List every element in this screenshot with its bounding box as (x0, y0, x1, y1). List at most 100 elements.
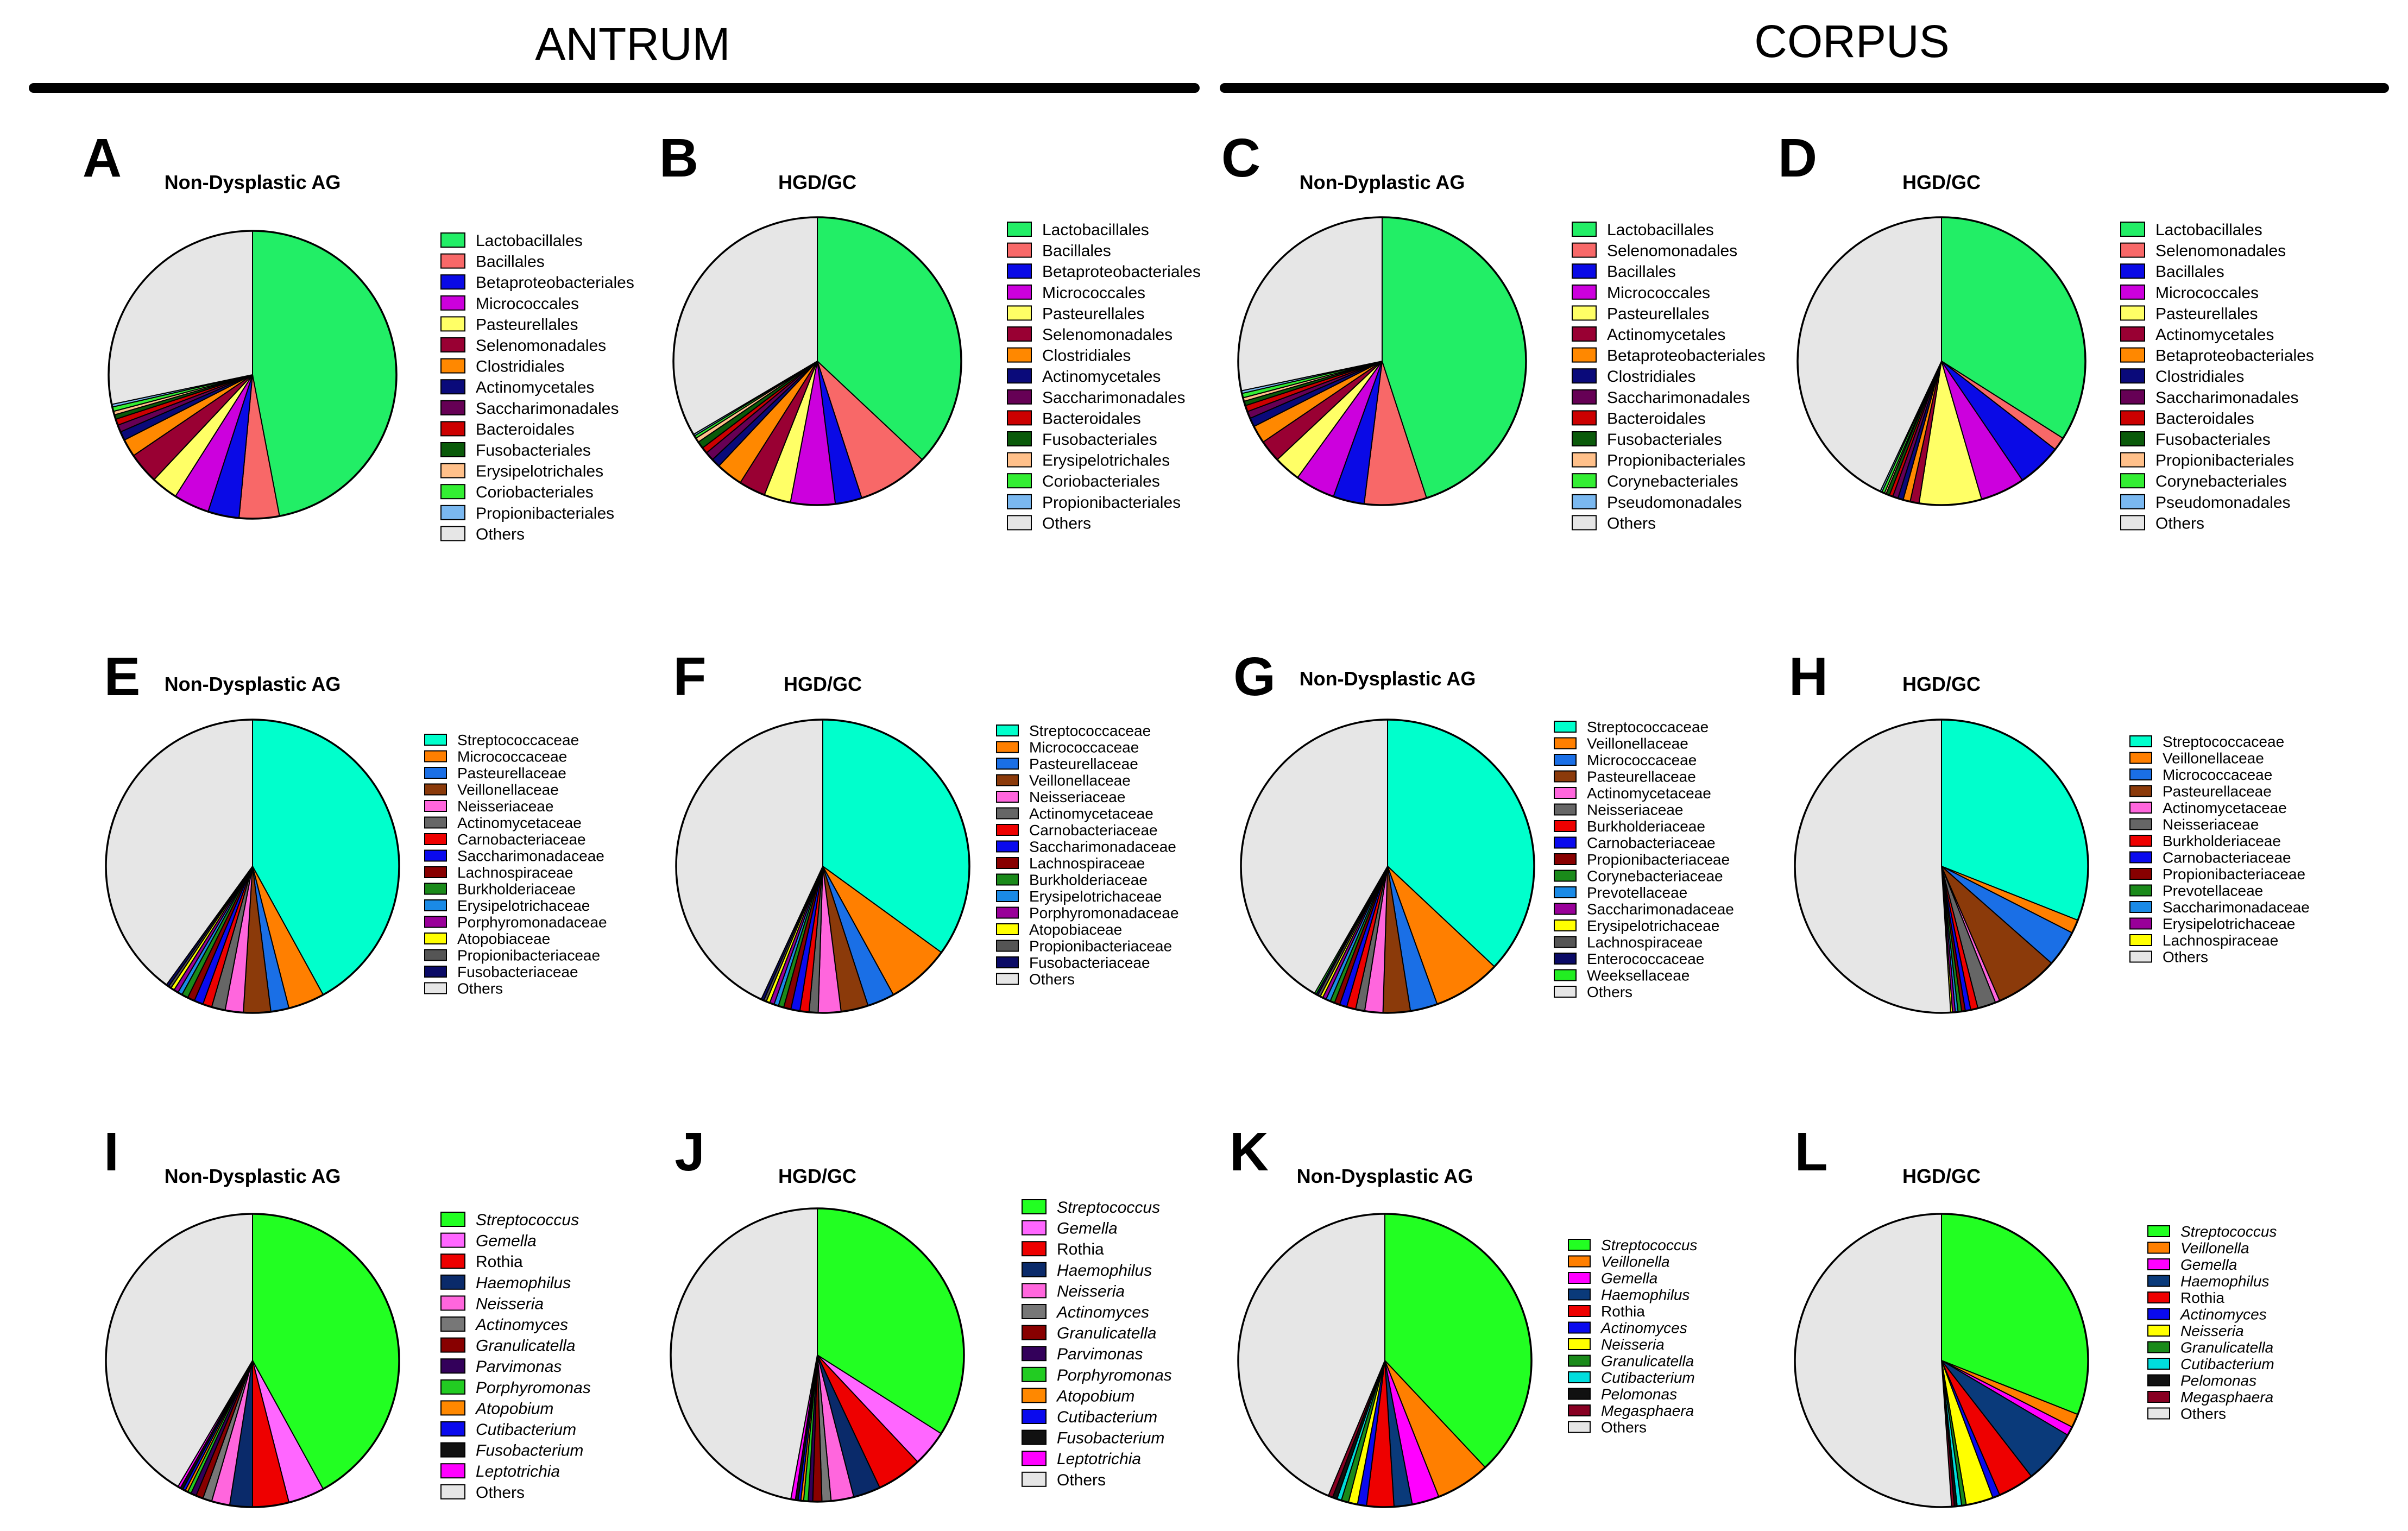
legend: Streptococcus Gemella Rothia Haemophilus Nei… (1022, 1199, 1172, 1489)
legend-swatch (440, 1232, 465, 1248)
legend-swatch (996, 824, 1019, 836)
legend-swatch (1007, 305, 1032, 321)
legend-label: Leptotrichia (1057, 1450, 1141, 1468)
legend-swatch (424, 750, 447, 763)
legend-swatch (2120, 263, 2145, 279)
legend-label: Selenomonadales (2155, 242, 2286, 260)
legend-label: Neisseria (2180, 1322, 2244, 1339)
legend-swatch (424, 833, 447, 845)
legend-label: Propionibacteriaceae (457, 947, 600, 964)
legend-swatch (2147, 1242, 2170, 1254)
legend-swatch (2129, 752, 2152, 764)
legend-label: Propionibacteriales (2155, 452, 2294, 470)
legend-label: Others (2155, 514, 2204, 532)
legend-label: Saccharimonadaceae (1029, 839, 1176, 855)
legend-swatch (424, 966, 447, 978)
legend-swatch (440, 1212, 465, 1227)
legend: StreptococcusVeillonellaGemellaHaemophil… (2147, 1223, 2277, 1422)
legend: StreptococcaceaeMicrococcaceaePasteurell… (424, 732, 607, 997)
legend-swatch (1568, 1321, 1591, 1334)
legend-swatch (1568, 1354, 1591, 1367)
panel-letter-k: K (1230, 1122, 1269, 1182)
legend-label: Micrococcales (1607, 284, 1710, 302)
legend-swatch (440, 1421, 465, 1437)
legend-swatch (2129, 835, 2152, 847)
legend-label: Erysipelotrichaceae (2163, 916, 2295, 933)
panel-title: HGD/GC (784, 673, 862, 695)
panel-letter-b: B (659, 128, 698, 188)
legend-swatch (440, 526, 465, 541)
panel-title: Non-Dysplastic AG (165, 1165, 341, 1187)
legend-swatch (1554, 870, 1577, 882)
legend-label: Lactobacillales (1607, 221, 1714, 239)
legend-swatch (996, 741, 1019, 753)
legend-swatch (424, 800, 447, 812)
legend-label: Micrococcales (476, 295, 579, 313)
pie-chart (1240, 719, 1535, 1014)
legend-label: Betaproteobacteriales (1607, 347, 1766, 365)
panel-title: Non-Dysplastic AG (165, 673, 341, 695)
legend-label: Fusobacterium (1057, 1429, 1164, 1447)
legend-label: Lactobacillales (476, 232, 583, 250)
legend-swatch (1007, 389, 1032, 405)
legend-label: Prevotellaceae (1587, 884, 1687, 901)
panel-title: Non-Dysplastic AG (1297, 1165, 1473, 1187)
legend-swatch (2129, 802, 2152, 814)
legend-label: Gemella (476, 1232, 537, 1250)
legend-swatch (996, 791, 1019, 803)
legend-label: Lachnospiraceae (1587, 934, 1703, 951)
legend-label: Clostridiales (1607, 368, 1695, 386)
legend-swatch (1007, 263, 1032, 279)
legend-swatch (2147, 1407, 2170, 1420)
legend-label: Neisseriaceae (457, 798, 553, 815)
legend-swatch (440, 1442, 465, 1458)
legend-swatch (1572, 473, 1597, 489)
legend-label: Neisseriaceae (2163, 816, 2259, 833)
legend-swatch (996, 923, 1019, 935)
legend-label: Streptococcus (1601, 1237, 1697, 1253)
legend-swatch (1022, 1220, 1047, 1236)
legend-swatch (996, 774, 1019, 786)
legend-swatch (1022, 1471, 1047, 1487)
legend-label: Actinomycetales (1042, 368, 1161, 386)
legend-label: Erysipelotrichaceae (457, 897, 590, 914)
legend-swatch (1572, 326, 1597, 342)
legend-label: Porphyromonas (1057, 1366, 1172, 1384)
legend-swatch (1572, 452, 1597, 468)
legend-label: Actinomyces (1600, 1320, 1687, 1337)
panel-letter-i: I (104, 1122, 119, 1182)
legend-swatch (424, 734, 447, 746)
legend-label: Rothia (1601, 1303, 1645, 1320)
legend-label: Bacillales (2155, 263, 2224, 281)
legend-label: Actinomycetaceae (1029, 805, 1153, 822)
legend-swatch (440, 316, 465, 332)
legend-label: Saccharimonadaceae (1587, 901, 1734, 918)
legend-label: Actinomycetales (476, 379, 594, 396)
panel-letter-j: J (675, 1122, 705, 1182)
legend-label: Gemella (1057, 1220, 1118, 1238)
legend-swatch (440, 463, 465, 478)
legend-label: Lachnospiraceae (2163, 932, 2278, 949)
legend-label: Porphyromonadaceae (457, 914, 607, 931)
legend-swatch (2120, 494, 2145, 509)
legend-swatch (1568, 1305, 1591, 1317)
legend-swatch (1568, 1421, 1591, 1433)
legend-label: Veillonella (1601, 1253, 1670, 1270)
legend-swatch (1007, 242, 1032, 258)
legend-label: Pasteurellales (2155, 305, 2258, 323)
legend-label: Pasteurellales (476, 316, 578, 333)
legend-label: Micrococcaceae (457, 748, 567, 765)
legend-label: Others (1601, 1419, 1647, 1436)
pie-outline (1237, 216, 1527, 506)
legend-swatch (2129, 884, 2152, 897)
legend-label: Rothia (1057, 1240, 1104, 1258)
panel-letter-g: G (1233, 646, 1276, 707)
legend-label: Atopobium (1056, 1387, 1134, 1405)
panel-title: HGD/GC (778, 171, 856, 193)
legend-swatch (996, 758, 1019, 770)
legend-swatch (1007, 410, 1032, 426)
legend-swatch (1007, 515, 1032, 531)
legend-swatch (440, 1274, 465, 1290)
legend-label: Burkholderiaceae (457, 881, 576, 898)
legend-label: Saccharimonadales (1607, 389, 1750, 407)
